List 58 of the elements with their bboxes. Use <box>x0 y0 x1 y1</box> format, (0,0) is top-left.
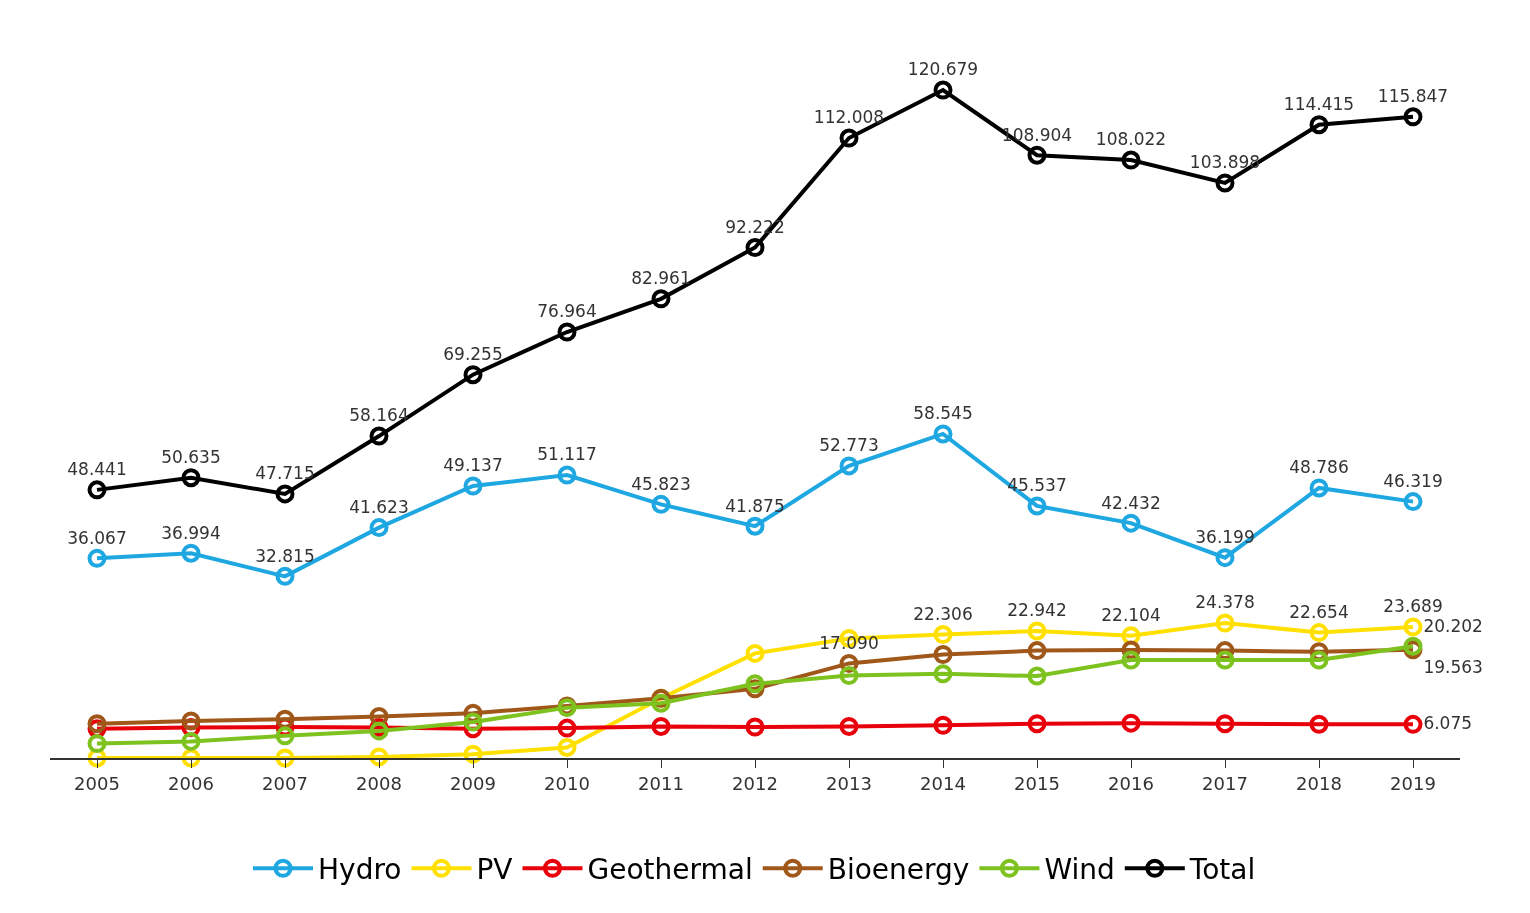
data-label: 41.623 <box>349 496 409 517</box>
data-label: 46.319 <box>1383 470 1443 491</box>
x-tick-label: 2006 <box>168 772 214 794</box>
x-tick-label: 2014 <box>920 772 966 794</box>
data-label: 6.075 <box>1423 712 1473 733</box>
data-label: 47.715 <box>255 463 315 484</box>
data-label: 115.847 <box>1377 86 1449 107</box>
data-label: 108.022 <box>1095 129 1167 150</box>
data-label: 120.679 <box>907 59 979 80</box>
data-label: 22.654 <box>1289 601 1349 622</box>
data-label: 22.306 <box>913 603 973 624</box>
data-label: 36.994 <box>161 522 221 543</box>
data-label: 50.635 <box>161 447 221 468</box>
data-label: 20.202 <box>1423 615 1483 636</box>
data-label: 24.378 <box>1195 592 1255 613</box>
legend-label: Wind <box>1044 853 1115 887</box>
x-tick-label: 2011 <box>638 772 684 794</box>
x-tick-label: 2016 <box>1108 772 1154 794</box>
data-label: 23.689 <box>1383 596 1443 617</box>
x-tick-label: 2005 <box>74 772 120 794</box>
data-label: 22.104 <box>1101 605 1161 626</box>
data-label: 112.008 <box>813 107 885 128</box>
data-label: 69.255 <box>443 344 503 365</box>
x-tick-label: 2009 <box>450 772 496 794</box>
x-tick-label: 2017 <box>1202 772 1248 794</box>
x-tick-label: 2018 <box>1296 772 1342 794</box>
data-label: 32.815 <box>255 545 315 566</box>
data-label: 45.537 <box>1007 475 1067 496</box>
data-label: 51.117 <box>537 444 597 465</box>
data-label: 103.898 <box>1189 152 1261 173</box>
legend-label: Bioenergy <box>827 853 970 887</box>
data-label: 36.067 <box>67 527 127 548</box>
x-tick-label: 2007 <box>262 772 308 794</box>
data-label: 48.441 <box>67 459 127 480</box>
data-label: 52.773 <box>819 435 879 456</box>
legend-label: PV <box>476 853 513 887</box>
data-label: 76.964 <box>537 301 597 322</box>
data-label: 114.415 <box>1283 94 1355 115</box>
data-label: 19.563 <box>1423 656 1483 677</box>
legend-label: Total <box>1188 853 1256 887</box>
data-label: 42.432 <box>1101 492 1161 513</box>
data-label: 45.823 <box>631 473 691 494</box>
data-label: 58.545 <box>913 403 973 424</box>
data-label: 36.199 <box>1195 527 1255 548</box>
x-tick-label: 2012 <box>732 772 778 794</box>
data-label: 49.137 <box>443 455 503 476</box>
legend-label: Hydro <box>318 853 402 887</box>
x-tick-label: 2010 <box>544 772 590 794</box>
data-label: 58.164 <box>349 405 409 426</box>
data-label: 22.942 <box>1007 600 1067 621</box>
data-label: 82.961 <box>631 268 691 289</box>
x-tick-label: 2015 <box>1014 772 1060 794</box>
legend-label: Geothermal <box>587 853 753 887</box>
data-label: 41.875 <box>725 495 785 516</box>
x-tick-label: 2019 <box>1390 772 1436 794</box>
x-tick-label: 2008 <box>356 772 402 794</box>
data-label: 48.786 <box>1289 457 1349 478</box>
x-tick-label: 2013 <box>826 772 872 794</box>
